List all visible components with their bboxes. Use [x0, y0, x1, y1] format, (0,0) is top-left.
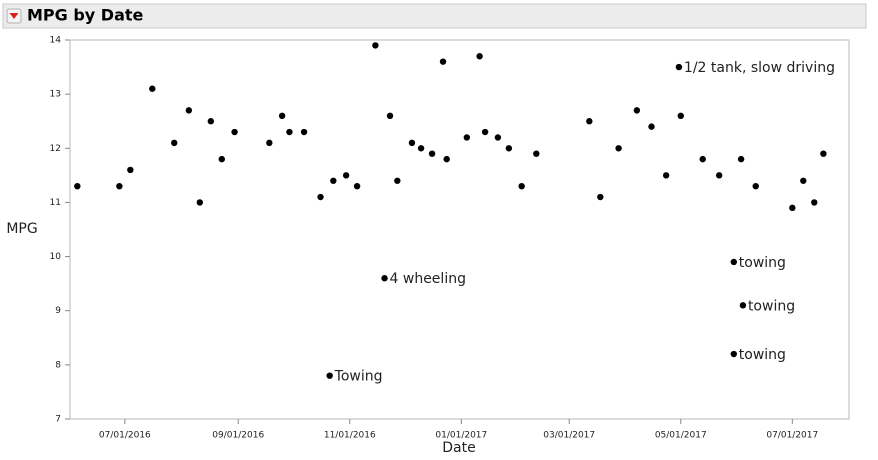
- header-bar: [2, 3, 867, 29]
- data-point: [300, 128, 308, 136]
- y-tick-label: 14: [50, 36, 62, 46]
- point-label: towing: [739, 347, 786, 363]
- y-tick-label: 10: [50, 252, 62, 262]
- y-axis-label: MPG: [6, 221, 37, 237]
- data-point: [116, 182, 123, 190]
- plot-frame: [69, 39, 850, 420]
- data-point: [127, 166, 134, 174]
- data-point: [481, 128, 489, 136]
- data-point: [408, 139, 416, 147]
- data-point: [231, 128, 238, 136]
- data-point: [820, 150, 827, 157]
- data-point: [372, 42, 379, 49]
- data-point: [739, 302, 747, 309]
- chart-title: MPG by Date: [27, 6, 144, 25]
- data-point: [342, 172, 350, 179]
- x-tick-label: 11/01/2016: [324, 431, 376, 441]
- data-point: [505, 145, 513, 152]
- data-point: [326, 372, 333, 379]
- data-point: [675, 63, 683, 71]
- data-point: [737, 155, 745, 163]
- data-point: [386, 112, 394, 120]
- data-point: [317, 193, 324, 201]
- data-point: [381, 275, 388, 282]
- x-tick-label: 05/01/2017: [655, 431, 707, 441]
- data-point: [417, 145, 425, 152]
- data-point: [730, 258, 737, 266]
- x-tick-label: 09/01/2016: [212, 431, 264, 441]
- point-label: Towing: [334, 369, 383, 385]
- point-label: 4 wheeling: [390, 271, 466, 287]
- disclosure-triangle[interactable]: [9, 13, 19, 19]
- data-point: [715, 172, 723, 179]
- data-point: [677, 112, 684, 120]
- x-tick-label: 01/01/2017: [435, 431, 487, 441]
- point-label: towing: [739, 255, 786, 271]
- data-point: [394, 177, 401, 184]
- data-point: [353, 182, 361, 190]
- data-point: [494, 134, 502, 141]
- data-point: [463, 134, 471, 141]
- data-point: [648, 123, 655, 130]
- data-point: [171, 139, 178, 147]
- y-tick-label: 9: [55, 306, 61, 316]
- data-point: [218, 155, 225, 163]
- data-point: [476, 53, 483, 60]
- y-tick-label: 12: [50, 144, 61, 154]
- data-point: [149, 85, 156, 92]
- data-point: [800, 177, 807, 184]
- data-point: [811, 199, 818, 206]
- data-point: [730, 350, 737, 358]
- data-point: [266, 139, 273, 147]
- data-point: [74, 182, 81, 190]
- x-tick-label: 07/01/2016: [99, 431, 151, 441]
- disclosure-button[interactable]: [6, 8, 22, 24]
- data-point: [330, 177, 337, 184]
- data-point: [597, 193, 604, 201]
- data-point: [443, 155, 450, 163]
- data-point: [286, 128, 293, 136]
- data-point: [789, 204, 796, 212]
- data-point: [586, 118, 593, 125]
- y-tick-label: 11: [50, 198, 61, 208]
- data-point: [185, 107, 193, 114]
- point-label: 1/2 tank, slow driving: [684, 60, 835, 76]
- data-point: [278, 112, 286, 120]
- data-point: [752, 182, 759, 190]
- x-axis-label: Date: [442, 440, 475, 456]
- data-point: [633, 107, 641, 114]
- data-point: [615, 145, 622, 152]
- data-point: [662, 172, 670, 179]
- point-label: towing: [748, 298, 795, 314]
- y-tick-label: 7: [55, 415, 61, 425]
- data-point: [439, 58, 447, 65]
- data-point: [699, 155, 706, 163]
- data-point: [196, 199, 204, 206]
- data-point: [533, 150, 540, 157]
- x-tick-label: 03/01/2017: [543, 431, 595, 441]
- x-tick-label: 07/01/2017: [766, 431, 818, 441]
- data-point: [207, 118, 215, 125]
- data-point: [518, 182, 525, 190]
- y-tick-label: 13: [50, 90, 61, 100]
- data-point: [428, 150, 436, 157]
- y-tick-label: 8: [55, 360, 61, 370]
